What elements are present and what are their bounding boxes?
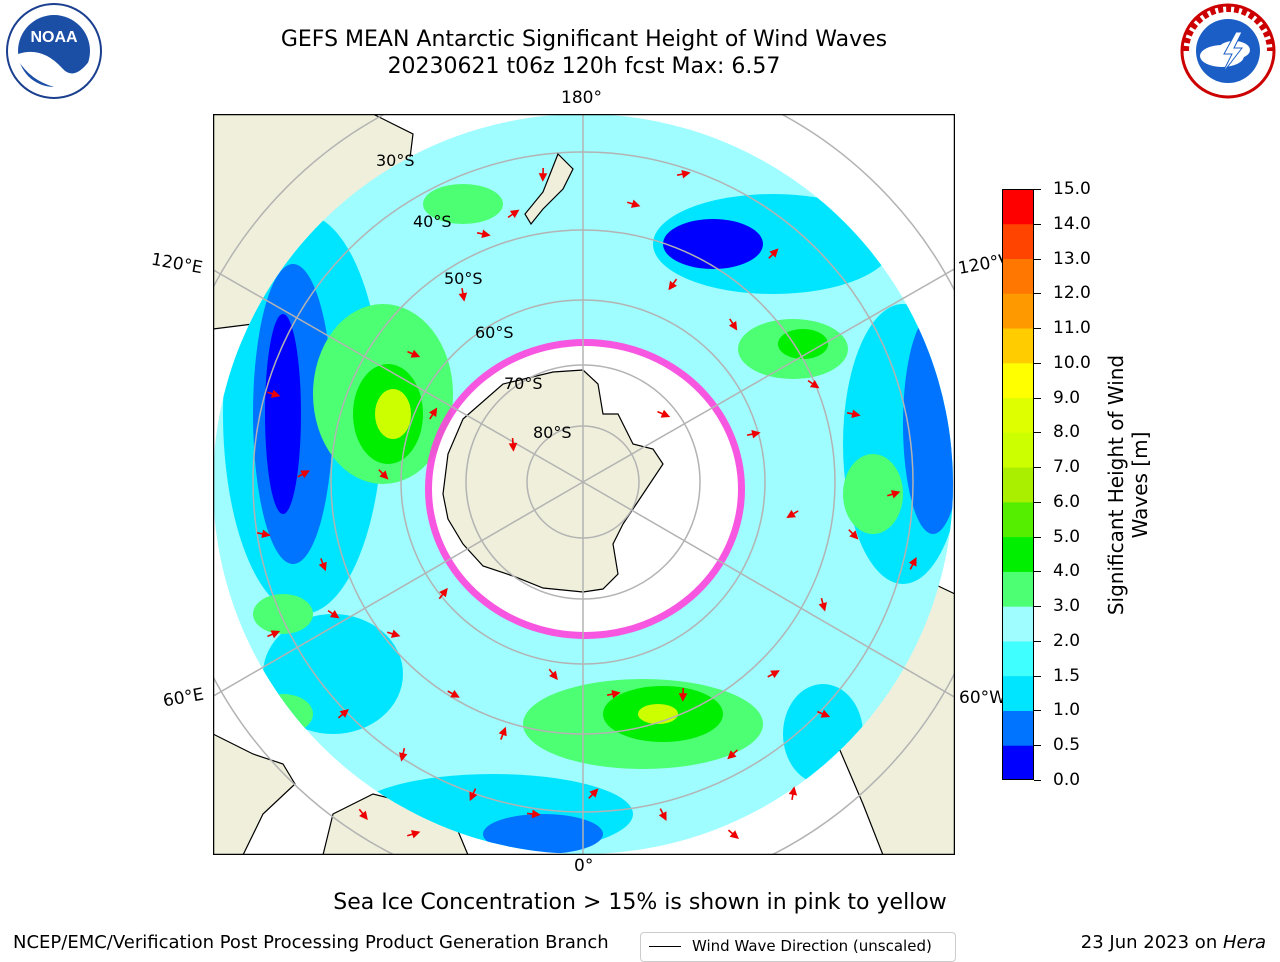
legend-line-icon bbox=[649, 946, 681, 947]
map-canvas bbox=[213, 114, 955, 855]
colorbar-tick bbox=[1034, 224, 1041, 225]
noaa-logo-text: NOAA bbox=[30, 29, 78, 46]
map-legend: Wind Wave Direction (unscaled) bbox=[640, 932, 956, 962]
colorbar-tick bbox=[1034, 467, 1041, 468]
colorbar bbox=[1002, 189, 1034, 780]
colorbar-segment bbox=[1002, 259, 1034, 294]
colorbar-tick-label: 1.5 bbox=[1053, 666, 1080, 686]
lat-label-60s: 60°S bbox=[475, 323, 514, 342]
colorbar-tick-label: 2.0 bbox=[1053, 631, 1080, 651]
generation-date: 23 Jun 2023 on Hera bbox=[1081, 932, 1266, 953]
colorbar-segment bbox=[1002, 745, 1034, 780]
colorbar-segment bbox=[1002, 224, 1034, 259]
colorbar-tick-label: 1.0 bbox=[1053, 700, 1080, 720]
colorbar-tick bbox=[1034, 710, 1041, 711]
colorbar-tick-label: 12.0 bbox=[1053, 283, 1091, 303]
colorbar-tick-label: 10.0 bbox=[1053, 353, 1091, 373]
colorbar-tick-label: 5.0 bbox=[1053, 527, 1080, 547]
lon-label-0: 0° bbox=[574, 856, 593, 876]
colorbar-tick-label: 6.0 bbox=[1053, 492, 1080, 512]
colorbar-tick bbox=[1034, 537, 1041, 538]
colorbar-tick-label: 8.0 bbox=[1053, 422, 1080, 442]
colorbar-segment bbox=[1002, 502, 1034, 537]
lat-label-50s: 50°S bbox=[444, 269, 483, 288]
polar-map: Wind Wave Direction (unscaled) bbox=[213, 114, 955, 855]
lat-label-30s: 30°S bbox=[376, 151, 415, 170]
colorbar-segment bbox=[1002, 676, 1034, 711]
colorbar-tick-label: 7.0 bbox=[1053, 457, 1080, 477]
chart-subtitle: 20230621 t06z 120h fcst Max: 6.57 bbox=[0, 54, 1168, 80]
colorbar-tick-label: 0.0 bbox=[1053, 770, 1080, 790]
colorbar-tick-label: 4.0 bbox=[1053, 561, 1080, 581]
sea-ice-note: Sea Ice Concentration > 15% is shown in … bbox=[0, 890, 1280, 915]
colorbar-tick bbox=[1034, 328, 1041, 329]
noaa-logo: NOAA bbox=[2, 2, 106, 100]
legend-label: Wind Wave Direction (unscaled) bbox=[692, 937, 932, 955]
colorbar-tick-label: 3.0 bbox=[1053, 596, 1080, 616]
colorbar-segment bbox=[1002, 189, 1034, 224]
colorbar-tick bbox=[1034, 398, 1041, 399]
colorbar-tick bbox=[1034, 432, 1041, 433]
colorbar-tick-label: 15.0 bbox=[1053, 179, 1091, 199]
colorbar-segment bbox=[1002, 641, 1034, 676]
colorbar-tick-label: 9.0 bbox=[1053, 388, 1080, 408]
colorbar-label: Significant Height of Wind Waves [m] bbox=[1104, 325, 1152, 645]
colorbar-tick bbox=[1034, 293, 1041, 294]
colorbar-segment bbox=[1002, 571, 1034, 606]
lat-label-40s: 40°S bbox=[413, 212, 452, 231]
colorbar-tick bbox=[1034, 363, 1041, 364]
date-text: 23 Jun 2023 on bbox=[1081, 932, 1223, 953]
colorbar-segment bbox=[1002, 363, 1034, 398]
colorbar-segment bbox=[1002, 467, 1034, 502]
nws-logo bbox=[1176, 2, 1280, 100]
colorbar-segment bbox=[1002, 328, 1034, 363]
colorbar-tick bbox=[1034, 780, 1041, 781]
colorbar-tick-label: 11.0 bbox=[1053, 318, 1091, 338]
colorbar-segment bbox=[1002, 293, 1034, 328]
colorbar-tick bbox=[1034, 606, 1041, 607]
lon-label-180: 180° bbox=[561, 88, 602, 108]
producer-credit: NCEP/EMC/Verification Post Processing Pr… bbox=[13, 932, 609, 953]
colorbar-tick bbox=[1034, 502, 1041, 503]
colorbar-segment bbox=[1002, 606, 1034, 641]
host-name: Hera bbox=[1223, 932, 1266, 953]
colorbar-tick bbox=[1034, 571, 1041, 572]
colorbar-tick-label: 13.0 bbox=[1053, 249, 1091, 269]
colorbar-tick bbox=[1034, 641, 1041, 642]
lon-label-60e: 60°E bbox=[162, 685, 206, 712]
colorbar-tick bbox=[1034, 676, 1041, 677]
chart-title: GEFS MEAN Antarctic Significant Height o… bbox=[0, 27, 1168, 53]
colorbar-tick-label: 14.0 bbox=[1053, 214, 1091, 234]
lat-label-80s: 80°S bbox=[533, 423, 572, 442]
colorbar-segment bbox=[1002, 710, 1034, 745]
colorbar-segment bbox=[1002, 432, 1034, 467]
colorbar-tick bbox=[1034, 745, 1041, 746]
colorbar-segment bbox=[1002, 537, 1034, 572]
lon-label-60w: 60°W bbox=[959, 688, 1006, 708]
colorbar-tick-label: 0.5 bbox=[1053, 735, 1080, 755]
lon-label-120e: 120°E bbox=[150, 250, 204, 279]
colorbar-segment bbox=[1002, 398, 1034, 433]
colorbar-tick bbox=[1034, 259, 1041, 260]
lat-label-70s: 70°S bbox=[504, 374, 543, 393]
colorbar-tick bbox=[1034, 189, 1041, 190]
